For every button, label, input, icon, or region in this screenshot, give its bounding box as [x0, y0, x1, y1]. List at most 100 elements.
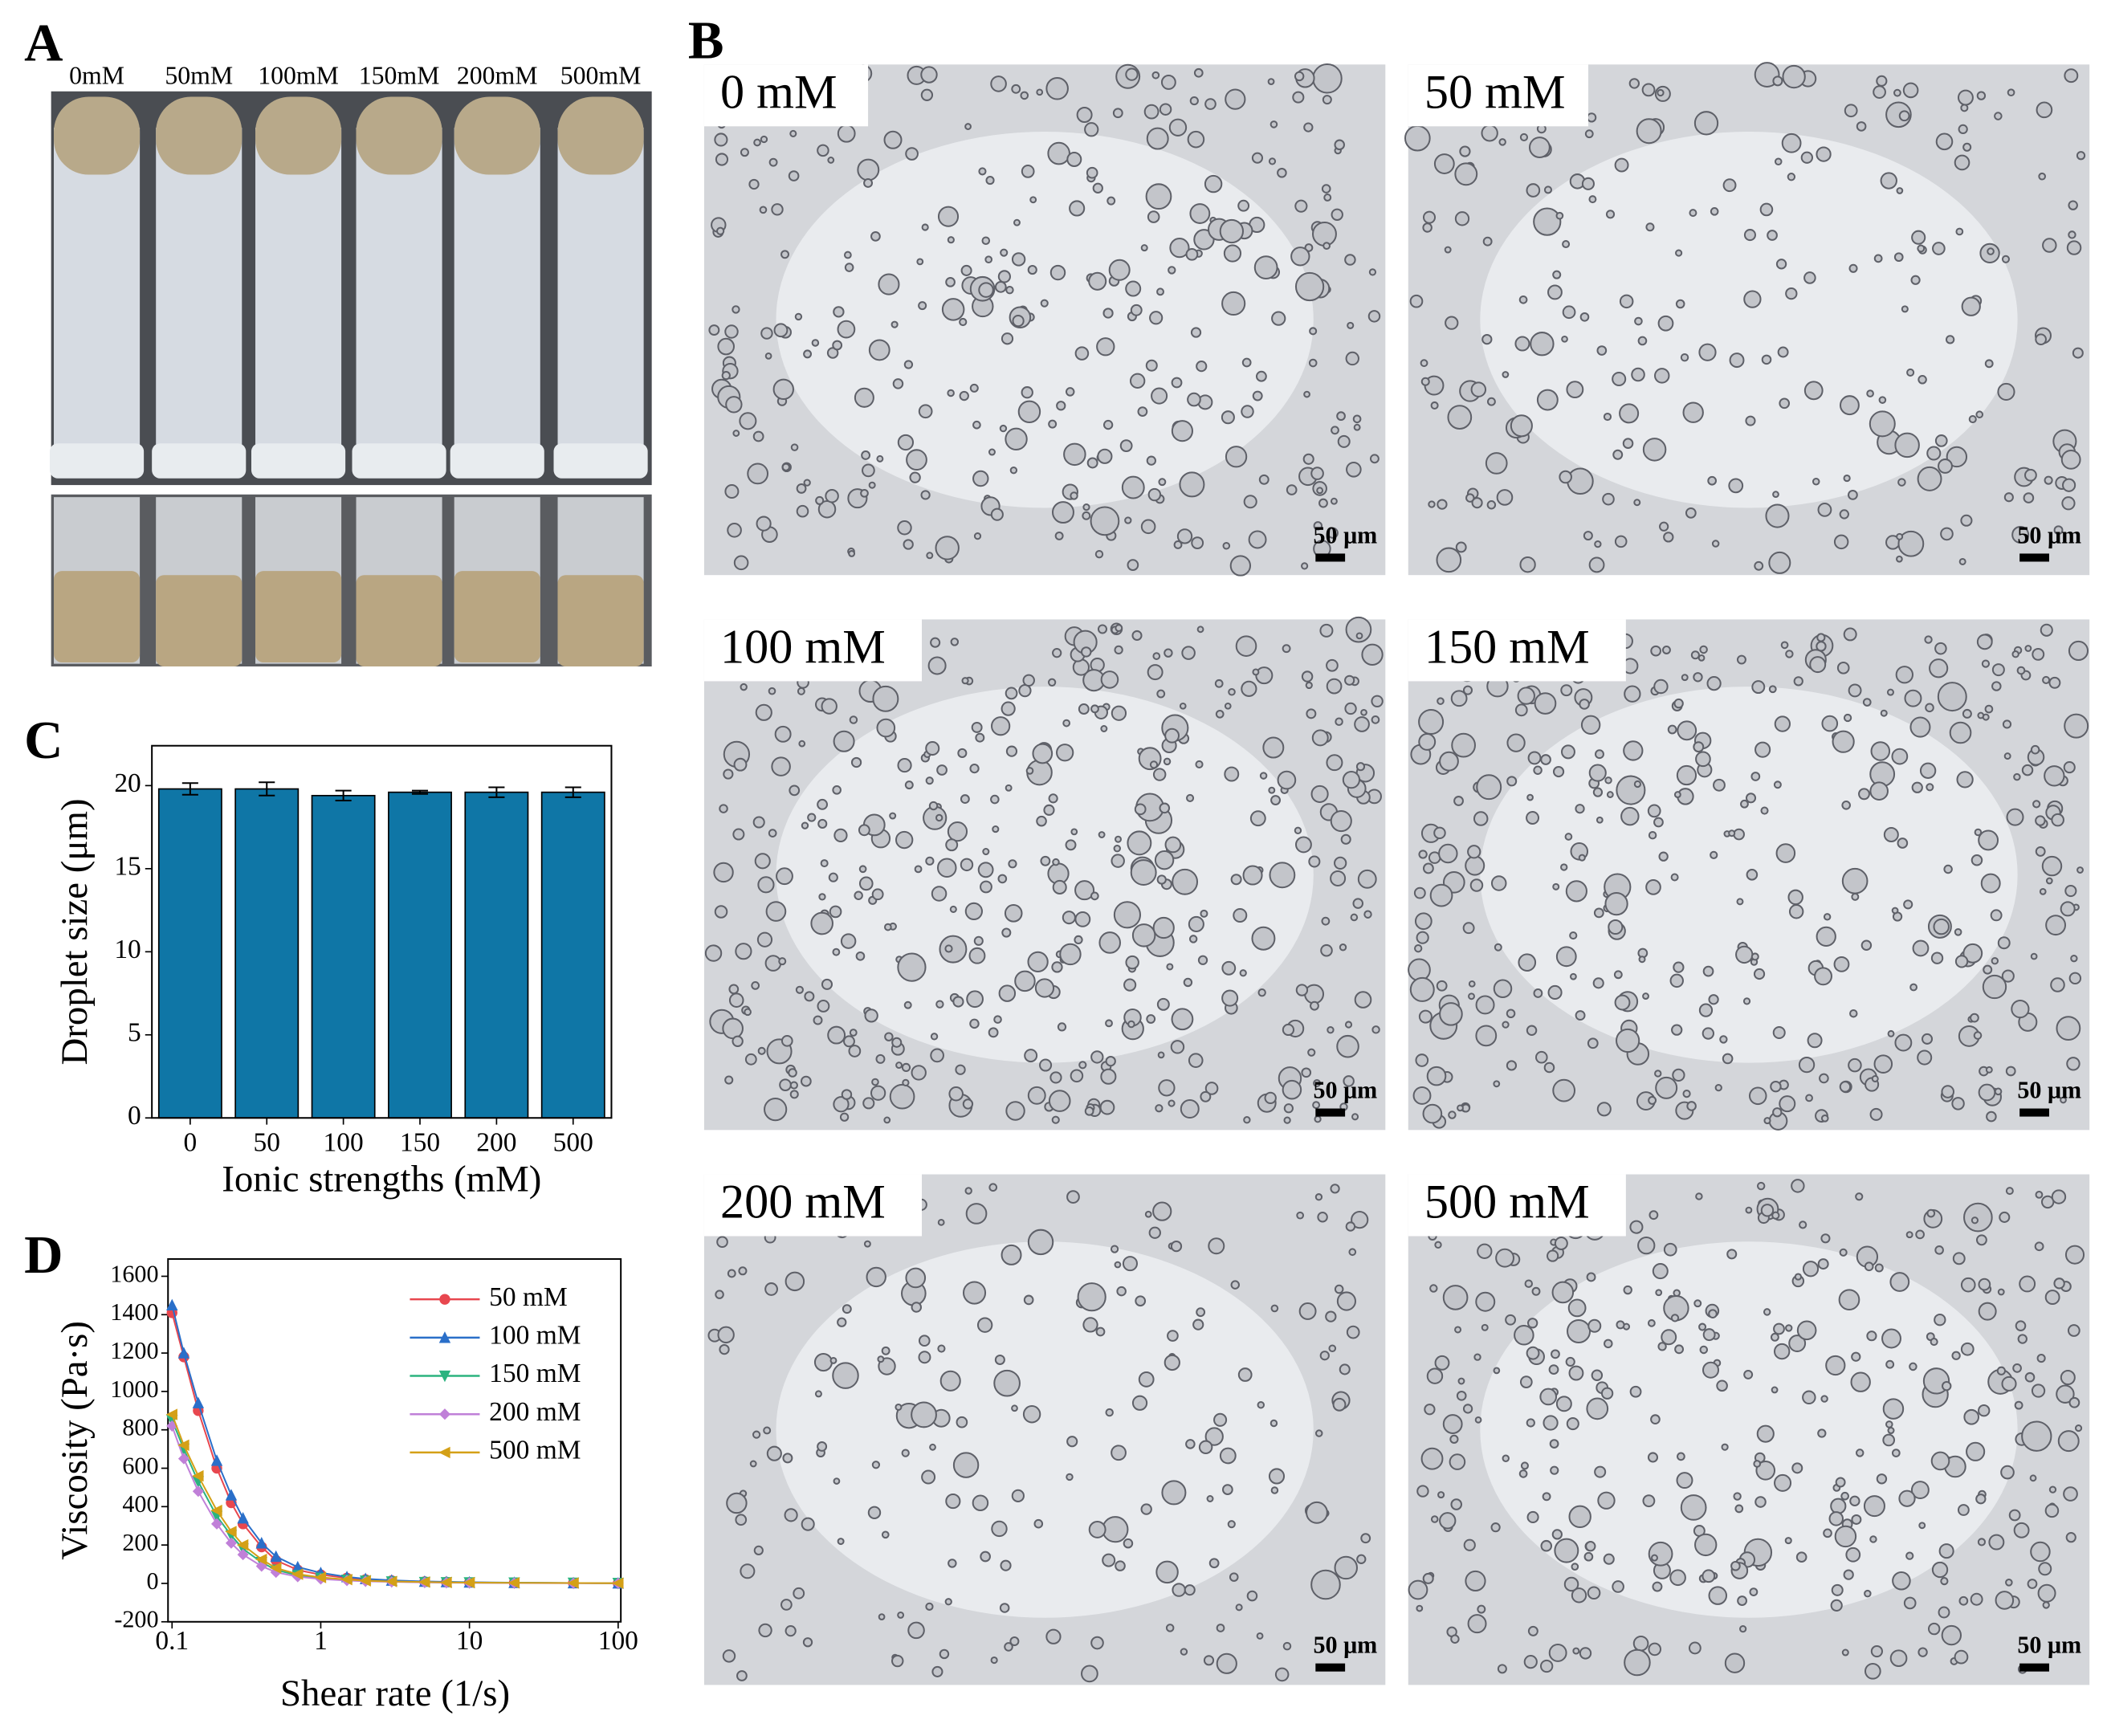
droplet	[1820, 1233, 1831, 1244]
droplet	[1843, 627, 1857, 642]
droplet	[985, 176, 995, 185]
droplet	[1036, 815, 1047, 827]
droplet	[1310, 1569, 1341, 1600]
droplet	[1070, 491, 1078, 500]
droplet	[1941, 1085, 1954, 1098]
droplet	[2056, 1016, 2081, 1041]
scale-bar-label: 50 μm	[1313, 1076, 1377, 1103]
droplet	[2050, 977, 2065, 992]
droplet	[1448, 1110, 1457, 1119]
droplet	[1958, 124, 1968, 135]
droplet	[813, 1015, 823, 1025]
droplet	[1321, 916, 1331, 926]
droplet	[1011, 252, 1026, 267]
x-tick-label: 0.1	[155, 1626, 189, 1656]
droplet	[1203, 1655, 1215, 1666]
droplet	[1995, 1591, 2015, 1610]
droplet	[1185, 247, 1199, 261]
droplet	[1588, 764, 1607, 782]
droplet	[1082, 503, 1090, 511]
marker	[255, 1537, 267, 1549]
droplet	[1428, 500, 1436, 508]
droplet	[1346, 461, 1362, 478]
droplet	[1547, 1249, 1559, 1262]
droplet	[744, 1008, 752, 1017]
droplet	[911, 1302, 923, 1313]
droplet	[1147, 664, 1164, 681]
droplet	[1339, 943, 1347, 952]
scale-bar	[2019, 553, 2049, 562]
droplet	[2076, 866, 2084, 874]
droplet	[1127, 830, 1152, 856]
droplet	[1221, 1484, 1233, 1495]
droplet	[1454, 1326, 1462, 1334]
droplet	[1357, 869, 1377, 889]
droplet	[2016, 666, 2026, 675]
droplet	[862, 463, 875, 478]
droplet	[1982, 974, 2007, 1000]
droplet	[817, 798, 829, 810]
droplet	[1802, 1390, 1816, 1405]
droplet	[1229, 555, 1252, 577]
droplet	[1951, 1351, 1961, 1360]
droplet	[826, 347, 839, 359]
droplet	[1077, 1282, 1106, 1312]
legend-label: 200 mM	[489, 1397, 581, 1427]
y-axis-label: Droplet size (μm)	[54, 798, 96, 1065]
droplet	[1018, 684, 1032, 698]
droplet	[1686, 1101, 1697, 1111]
droplet	[1650, 645, 1661, 657]
droplet	[1551, 1529, 1563, 1540]
droplet	[839, 1112, 850, 1122]
droplet	[780, 1034, 793, 1047]
droplet	[1048, 793, 1058, 804]
droplet	[1543, 185, 1553, 194]
droplet	[883, 923, 892, 931]
droplet	[1889, 1272, 1910, 1292]
droplet	[1225, 88, 1246, 110]
droplet	[1595, 749, 1604, 760]
droplet	[1017, 400, 1041, 423]
droplet	[1312, 1101, 1321, 1110]
marker	[438, 1331, 451, 1343]
droplet	[860, 488, 869, 498]
droplet	[918, 404, 933, 419]
bar	[464, 791, 529, 1119]
droplet	[1754, 1496, 1767, 1508]
droplet	[1312, 63, 1343, 94]
droplet	[1039, 1058, 1053, 1072]
droplet	[861, 450, 871, 460]
droplet	[1367, 310, 1381, 323]
droplet	[1555, 1396, 1572, 1412]
droplet	[1216, 1624, 1225, 1632]
droplet	[2068, 972, 2082, 985]
droplet	[947, 236, 955, 244]
droplet	[1001, 332, 1014, 345]
droplet	[1756, 1181, 1766, 1191]
droplet	[1533, 765, 1543, 775]
droplet	[1530, 332, 1555, 357]
droplet	[935, 1000, 944, 1009]
droplet	[1642, 992, 1649, 1000]
droplet	[1540, 754, 1551, 765]
droplet	[1633, 499, 1641, 507]
droplet	[1350, 913, 1359, 922]
droplet	[1123, 978, 1137, 992]
y-tick-label: 600	[122, 1452, 158, 1479]
droplet	[1543, 1415, 1559, 1431]
droplet	[1270, 795, 1281, 805]
droplet	[889, 812, 897, 820]
droplet	[1734, 1504, 1744, 1514]
droplet	[1833, 956, 1850, 972]
droplet	[1926, 446, 1942, 461]
droplet	[1674, 1344, 1685, 1355]
droplet	[991, 1520, 1008, 1538]
droplet	[1775, 259, 1787, 270]
droplet	[1917, 375, 1927, 385]
droplet	[1745, 793, 1757, 804]
droplet	[1475, 1291, 1496, 1312]
droplet	[897, 1611, 905, 1619]
droplet	[1000, 248, 1009, 257]
droplet	[1345, 616, 1372, 643]
droplet	[1219, 1447, 1237, 1465]
